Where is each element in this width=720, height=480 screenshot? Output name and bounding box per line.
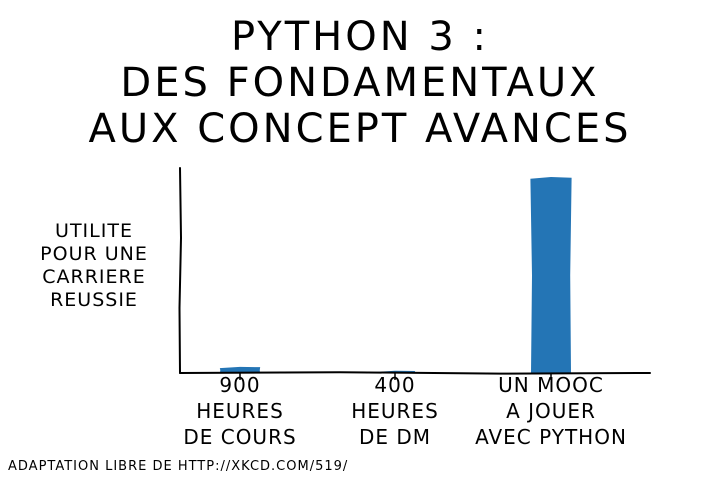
y-axis-label-line-2: POUR UNE: [40, 243, 148, 265]
x-tick-label-1-line-3: DE COURS: [183, 425, 296, 449]
bar-1: [219, 366, 261, 373]
bars-group: [219, 176, 572, 373]
x-tick-label-1-line-1: 900: [219, 373, 260, 397]
y-axis-line: [178, 167, 183, 374]
y-axis-label-line-4: REUSSIE: [50, 289, 138, 311]
title-line-3: AUX CONCEPT AVANCES: [88, 106, 632, 152]
x-tick-label-2-line-3: DE DM: [359, 425, 431, 449]
x-tick-label-1-line-2: HEURES: [196, 399, 284, 423]
axes-group: [178, 167, 651, 380]
x-tick-label-3-line-3: AVEC PYTHON: [475, 425, 627, 449]
x-tick-label-3-line-2: A JOUER: [506, 399, 596, 423]
x-tick-label-2-line-1: 400: [374, 373, 415, 397]
y-axis-label: UTILITE POUR UNE CARRIERE REUSSIE: [14, 220, 174, 312]
y-axis-label-line-3: CARRIERE: [42, 266, 146, 288]
x-tick-label-2-line-2: HEURES: [351, 399, 439, 423]
chart-title: PYTHON 3 : DES FONDAMENTAUX AUX CONCEPT …: [0, 14, 720, 152]
x-axis-line: [179, 371, 651, 375]
title-line-1: PYTHON 3 :: [231, 14, 489, 60]
x-tick-label-3-line-1: UN MOOC: [498, 373, 604, 397]
y-axis-label-line-1: UTILITE: [55, 220, 133, 242]
bar-3: [530, 176, 572, 373]
source-footnote: ADAPTATION LIBRE DE HTTP://XKCD.COM/519/: [8, 459, 349, 474]
title-line-2: DES FONDAMENTAUX: [120, 60, 600, 106]
